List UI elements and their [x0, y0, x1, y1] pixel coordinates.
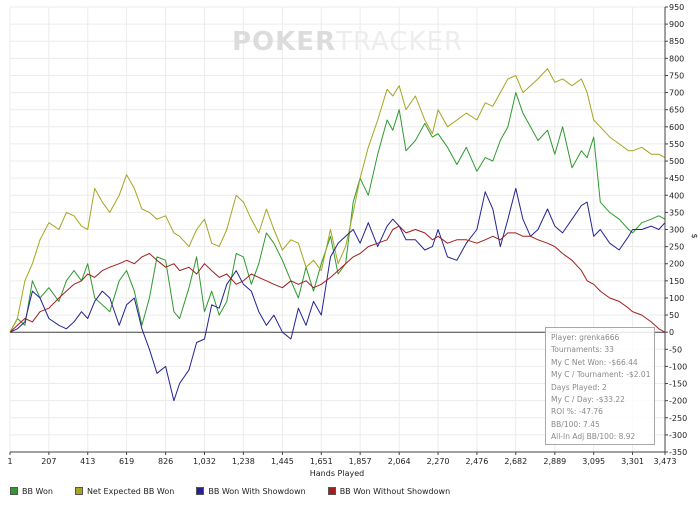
stats-overlay: Player: grenka666 Tournaments: 33 My C N… [545, 327, 655, 445]
stat-roi: ROI %: -47.76 [551, 407, 603, 417]
y-tick-label: 500 [669, 157, 684, 166]
x-tick-label: 1,651 [310, 457, 333, 466]
x-axis-title: Hands Played [310, 469, 364, 478]
legend-item-bb-won: BB Won [10, 487, 53, 496]
y-tick-label: 600 [669, 123, 684, 132]
stat-player: Player: grenka666 [551, 333, 620, 342]
x-tick-label: 3,301 [621, 457, 644, 466]
series-line-net-expected-bb-won [9, 68, 666, 333]
legend-item-net-expected-bb-won: Net Expected BB Won [74, 486, 175, 496]
legend-swatch [10, 487, 18, 495]
series-line-bb-won [9, 92, 666, 333]
y-tick-label: 150 [669, 277, 684, 286]
stat-tournaments: Tournaments: 33 [551, 345, 614, 355]
legend-label: BB Won Without Showdown [339, 486, 451, 496]
legend-label: BB Won With Showdown [208, 486, 306, 496]
stat-bb100: BB/100: 7.45 [551, 419, 600, 429]
x-tick-label: 1,238 [232, 457, 255, 466]
y-tick-label: -250 [669, 414, 687, 423]
y-tick-label: 450 [669, 174, 684, 183]
y-tick-label: -300 [669, 431, 687, 440]
legend-label: Net Expected BB Won [86, 486, 175, 496]
x-tick-label: 2,270 [427, 457, 450, 466]
stat-net-won: My C Net Won: -$66.44 [551, 357, 638, 367]
y-tick-label: 800 [669, 54, 684, 63]
y-tick-label: 650 [669, 106, 684, 115]
y-tick-label: 700 [669, 89, 684, 98]
x-tick-label: 619 [119, 457, 134, 466]
y-tick-label: 350 [669, 208, 684, 217]
y-tick-label: 200 [669, 260, 684, 269]
y-tick-label: -200 [669, 397, 687, 406]
y-tick-label: 400 [669, 191, 684, 200]
series-line-bb-won-with-showdown [9, 187, 666, 402]
legend-swatch [196, 487, 205, 495]
y-tick-label: 950 [669, 3, 684, 12]
y-tick-label: 50 [669, 311, 679, 320]
x-tick-label: 2,476 [465, 457, 488, 466]
stat-days-played: Days Played: 2 [551, 382, 607, 392]
x-tick-label: 413 [80, 457, 95, 466]
y-tick-label: 750 [669, 71, 684, 80]
legend-item-bb-won-without-showdown: BB Won Without Showdown [327, 486, 451, 496]
y-tick-label: -150 [669, 380, 687, 389]
legend-swatch [74, 487, 83, 495]
x-tick-label: 2,889 [543, 457, 566, 466]
y-tick-label: 300 [669, 226, 684, 235]
legend-item-bb-won-with-showdown: BB Won With Showdown [196, 486, 306, 496]
stat-allin-bb100: All-In Adj BB/100: 8.92 [551, 432, 636, 442]
legend-label: BB Won [22, 486, 53, 496]
legend-swatch [327, 487, 336, 495]
y-tick-label: 900 [669, 20, 684, 29]
x-tick-label: 2,682 [504, 457, 527, 466]
x-tick-label: 826 [158, 457, 173, 466]
x-tick-label: 1,445 [271, 457, 294, 466]
y-axis-title: $ [690, 233, 699, 238]
stat-per-day: My C / Day: -$33.22 [551, 395, 625, 405]
x-tick-label: 1,032 [193, 457, 216, 466]
stat-per-tournament: My C / Tournament: -$2.01 [551, 370, 651, 380]
y-tick-label: 0 [669, 328, 674, 337]
x-tick-label: 207 [41, 457, 56, 466]
series-line-bb-won-without-showdown [9, 225, 666, 333]
y-tick-label: 850 [669, 37, 684, 46]
y-tick-label: 250 [669, 243, 684, 252]
y-tick-label: -350 [669, 448, 687, 457]
y-tick-label: 550 [669, 140, 684, 149]
x-tick-label: 1,857 [349, 457, 372, 466]
x-tick-label: 2,064 [388, 457, 411, 466]
legend: BB Won Net Expected BB Won BB Won With Sho… [10, 483, 472, 499]
y-tick-label: -100 [669, 362, 687, 371]
y-tick-label: -50 [669, 345, 682, 354]
y-tick-label: 100 [669, 294, 684, 303]
x-tick-label: 3,473 [654, 457, 677, 466]
watermark: POKERTRACKER [232, 27, 463, 57]
x-tick-label: 1 [7, 457, 12, 466]
x-tick-label: 3,095 [582, 457, 605, 466]
